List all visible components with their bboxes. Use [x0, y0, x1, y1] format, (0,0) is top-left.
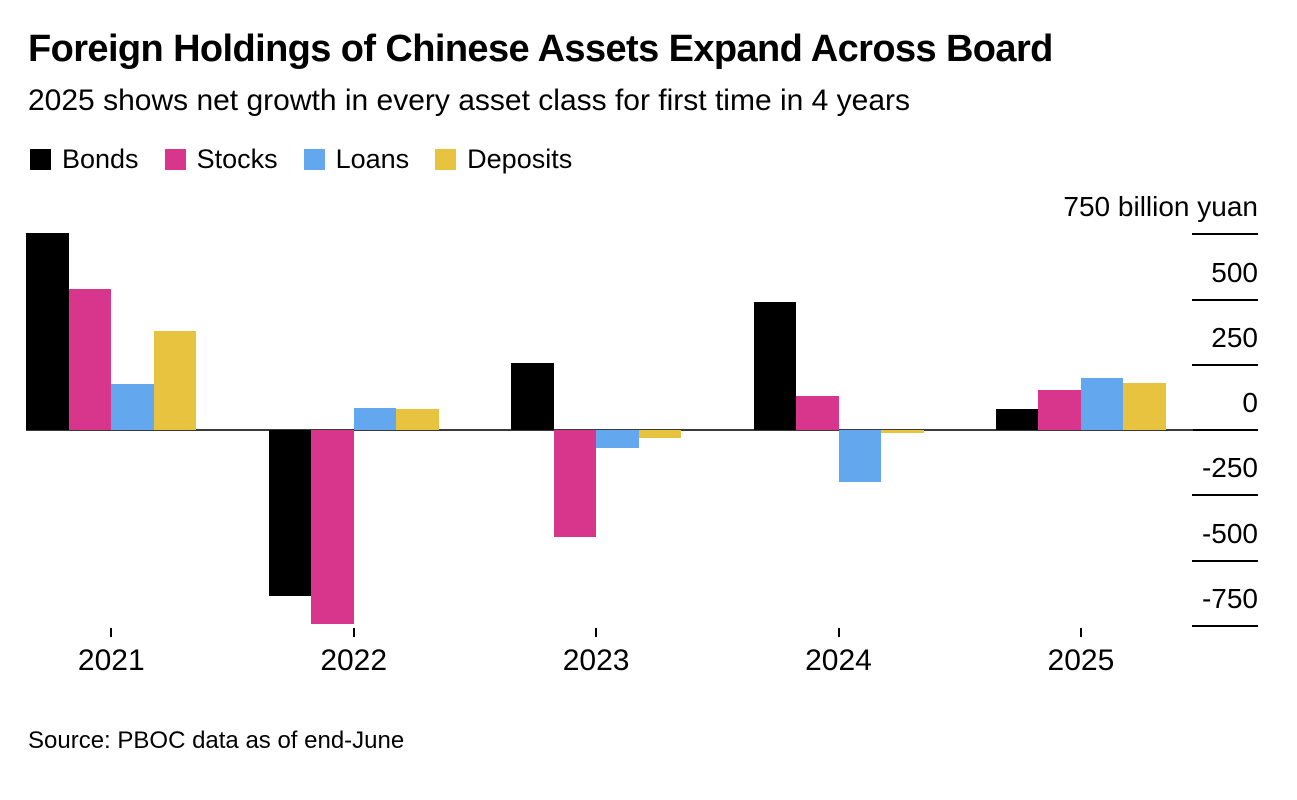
bar-2023-deposits — [638, 430, 682, 438]
x-tick-mark-2022 — [352, 628, 355, 637]
legend-label-loans: Loans — [335, 144, 410, 174]
x-axis-label-2023: 2023 — [562, 644, 630, 677]
deposits-swatch-icon — [435, 149, 457, 170]
y-tick-line--500 — [1192, 559, 1258, 562]
bonds-swatch-icon — [30, 149, 51, 170]
legend: Bonds Stocks Loans Deposits — [30, 144, 572, 175]
legend-item-bonds: Bonds — [30, 144, 139, 175]
bar-2022-loans — [353, 407, 397, 430]
bar-2024-loans — [838, 430, 881, 483]
y-tick-label-500: 500 — [1211, 256, 1258, 288]
y-tick-line-500 — [1192, 298, 1258, 301]
bar-2021-loans — [111, 384, 154, 430]
y-tick-label-0: 0 — [1242, 387, 1258, 418]
legend-label-stocks: Stocks — [196, 144, 278, 174]
y-tick-line-750 — [1192, 233, 1258, 236]
bar-2021-deposits — [153, 330, 197, 430]
bar-2025-bonds — [995, 409, 1039, 430]
x-axis-label-2021: 2021 — [77, 644, 145, 677]
y-tick-label--500: -500 — [1201, 517, 1258, 549]
y-tick-line--250 — [1192, 494, 1258, 497]
y-tick-label-250: 250 — [1211, 321, 1258, 353]
bar-2022-stocks — [311, 430, 354, 625]
bar-2022-deposits — [396, 409, 439, 430]
bar-2022-bonds — [268, 430, 312, 596]
bar-2024-deposits — [881, 430, 924, 433]
bar-2021-bonds — [26, 232, 69, 430]
bar-2024-bonds — [753, 302, 796, 430]
y-tick-label-750: 750 billion yuan — [1063, 191, 1258, 223]
y-tick-label--750: -750 — [1201, 582, 1258, 614]
y-tick-label--250: -250 — [1201, 452, 1258, 484]
x-tick-mark-2024 — [837, 628, 840, 637]
bar-2024-stocks — [796, 396, 839, 430]
loans-swatch-icon — [303, 149, 325, 170]
x-axis-label-2025: 2025 — [1047, 644, 1115, 677]
legend-item-stocks: Stocks — [164, 144, 278, 175]
bar-2023-loans — [596, 430, 639, 449]
legend-item-loans: Loans — [303, 144, 410, 175]
legend-label-bonds: Bonds — [62, 144, 139, 174]
legend-item-deposits: Deposits — [435, 144, 572, 175]
bar-2021-stocks — [68, 289, 112, 430]
stocks-swatch-icon — [164, 149, 186, 170]
x-tick-mark-2023 — [595, 628, 598, 637]
legend-label-deposits: Deposits — [467, 144, 573, 174]
x-axis-label-2024: 2024 — [805, 644, 872, 677]
bar-2025-loans — [1080, 377, 1124, 430]
x-tick-mark-2025 — [1079, 628, 1082, 637]
bar-2025-deposits — [1123, 383, 1166, 430]
bar-2023-bonds — [511, 363, 554, 430]
source-note: Source: PBOC data as of end-June — [28, 727, 405, 754]
bar-2025-stocks — [1038, 389, 1081, 430]
chart-subtitle: 2025 shows net growth in every asset cla… — [28, 84, 911, 117]
x-axis-label-2022: 2022 — [320, 644, 388, 677]
x-tick-mark-2021 — [110, 628, 113, 637]
bar-2023-stocks — [553, 430, 597, 537]
chart-title: Foreign Holdings of Chinese Assets Expan… — [28, 28, 1053, 70]
y-tick-line--750 — [1192, 624, 1258, 627]
y-tick-line-0 — [1192, 429, 1258, 431]
y-tick-line-250 — [1192, 363, 1258, 366]
